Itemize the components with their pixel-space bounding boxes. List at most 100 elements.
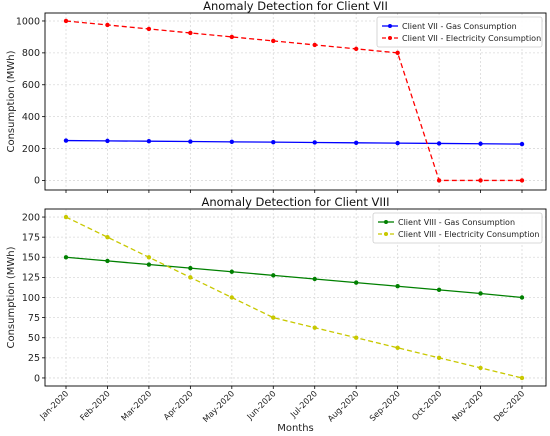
chart1-series-2-point-10 [478, 178, 483, 183]
chart2-ytick-label-1: 25 [28, 353, 40, 364]
chart2-ytick-label-8: 200 [22, 212, 40, 223]
chart1-ytick-label-3: 600 [22, 80, 40, 91]
chart1-series-1-point-3 [188, 139, 193, 144]
chart1-legend-label-1: Client VII - Gas Consumption [402, 22, 517, 31]
chart2-series-2-point-7 [353, 335, 359, 340]
chart2-ytick-label-0: 0 [34, 373, 40, 384]
chart1-series-2-point-3 [188, 30, 193, 36]
chart1-frame [44, 12, 547, 191]
chart1-ytick-label-4: 800 [22, 48, 40, 59]
chart2-ylabel: Consumption (MWh) [6, 246, 17, 348]
chart1-series-2-point-5 [271, 38, 276, 44]
chart2-series-1-point-1 [105, 258, 110, 264]
chart1-series-1-point-6 [312, 140, 317, 145]
chart2-xtick-label-10: Nov-2020 [450, 388, 485, 423]
chart2-series-2-point-5 [271, 315, 276, 320]
chart2-series-1-point-10 [478, 291, 483, 296]
chart1-series-2-line [65, 20, 522, 182]
chart2-series-1-point-2 [146, 262, 152, 267]
chart2-xtick-label-6: Jul-2020 [288, 388, 320, 420]
chart2-series-2-point-1 [105, 234, 110, 240]
chart2-xtick-label-9: Oct-2020 [410, 388, 444, 422]
chart1-series-2-point-2 [146, 26, 152, 32]
chart2-series-1-point-8 [395, 284, 400, 289]
chart2-series-1-point-0 [63, 255, 69, 260]
chart2-title: Anomaly Detection for Client VIII [201, 195, 389, 209]
chart2-ytick-label-3: 75 [28, 313, 40, 324]
chart2-xlabel: Months [277, 423, 314, 434]
chart2-series-1-point-7 [353, 280, 359, 285]
chart2-series-2-point-10 [478, 365, 483, 371]
chart1-series-1-line [65, 139, 523, 145]
chart1-series-2-point-7 [353, 46, 359, 52]
chart1-series-2-point-1 [105, 22, 110, 28]
chart1-series-1-point-0 [63, 138, 69, 143]
chart2-ytick-label-4: 100 [22, 293, 40, 304]
chart2-xtick-label-4: May-2020 [200, 388, 236, 424]
chart2-xtick-label-3: Apr-2020 [161, 388, 195, 422]
chart1-legend-box [376, 16, 543, 48]
chart2-ytick-label-6: 150 [22, 253, 40, 264]
chart1-legend: Client VII - Gas Consumption Client VII -… [376, 16, 543, 48]
chart2-series-1-point-3 [188, 265, 193, 271]
chart2-series-1-point-5 [271, 273, 276, 278]
chart2-series-1-point-6 [312, 276, 317, 282]
chart1-series-1-point-11 [519, 141, 525, 147]
chart1-ytick-label-1: 200 [22, 144, 40, 155]
chart2-legend: Client VIII - Gas Consumption Client VIII… [372, 212, 543, 244]
chart1-legend-marker-2 [388, 36, 392, 40]
chart2-series-2-point-4 [229, 295, 235, 300]
chart2-xtick-label-1: Feb-2020 [78, 388, 112, 422]
chart2: Anomaly Detection for Client VIII 0 25 50 75… [6, 195, 547, 434]
chart1-series-1-point-8 [395, 140, 400, 146]
chart1-series-1-point-1 [105, 138, 110, 144]
chart2-legend-label-1: Client VIII - Gas Consumption [398, 218, 515, 227]
chart1-series-2-point-9 [436, 178, 442, 183]
chart2-xtick-label-7: Aug-2020 [325, 388, 360, 423]
chart2-ytick-label-5: 125 [22, 273, 40, 284]
chart1-series-2-point-4 [229, 34, 235, 40]
chart1-series-1-point-10 [478, 141, 483, 146]
chart1-series-1-point-5 [271, 139, 276, 145]
chart1-series-2-point-8 [395, 50, 400, 56]
chart1-legend-marker-1 [388, 24, 392, 28]
chart2-xtick-label-0: Jan-2020 [37, 388, 71, 422]
chart1-ytick-label-2: 400 [22, 112, 40, 123]
chart1: Anomaly Detection for Client VII 0 200 400 6… [6, 0, 547, 193]
chart2-series-1-point-4 [229, 269, 235, 274]
chart1-series-1-point-2 [146, 139, 152, 144]
chart2-series-2-point-6 [312, 325, 317, 330]
chart2-ytick-label-2: 50 [28, 333, 40, 344]
chart1-title: Anomaly Detection for Client VII [203, 0, 388, 13]
chart1-series-2-point-0 [63, 18, 69, 24]
chart1-ytick-label-0: 0 [34, 176, 40, 187]
chart2-series-2-point-9 [436, 355, 442, 361]
chart2-series-1-point-11 [519, 295, 525, 300]
chart2-legend-label-2: Client VIII - Electricity Consumption [398, 230, 540, 239]
chart2-series-2-point-8 [395, 345, 400, 350]
chart2-series-2-point-3 [188, 275, 193, 280]
chart2-series-2-point-11 [519, 375, 525, 381]
chart1-series-2-point-6 [312, 42, 317, 48]
chart2-legend-marker-1 [384, 220, 388, 224]
chart2-series-1-point-9 [436, 287, 442, 293]
chart1-series-2-point-11 [519, 178, 525, 183]
chart1-ytick-label-5: 1000 [16, 16, 40, 27]
chart2-series-1-line [65, 256, 523, 299]
chart2-xtick-label-5: Jun-2020 [244, 388, 278, 422]
chart1-legend-label-2: Client VII - Electricity Consumption [402, 34, 541, 43]
chart2-legend-marker-2 [384, 232, 388, 236]
chart2-xtick-label-2: Mar-2020 [119, 388, 153, 422]
chart1-ylabel: Consumption (MWh) [6, 50, 17, 152]
chart1-series-1-point-7 [353, 140, 359, 145]
chart1-series-1-point-4 [229, 139, 235, 145]
chart2-series-2-line [65, 216, 523, 379]
chart2-series-2-point-2 [146, 255, 152, 260]
chart2-xtick-label-8: Sep-2020 [367, 388, 402, 423]
chart2-ytick-label-7: 175 [22, 232, 40, 243]
chart2-legend-box [372, 212, 543, 244]
chart2-xtick-label-11: Dec-2020 [491, 388, 526, 423]
chart2-series-2-point-0 [63, 214, 69, 220]
chart1-series-1-point-9 [436, 141, 442, 146]
